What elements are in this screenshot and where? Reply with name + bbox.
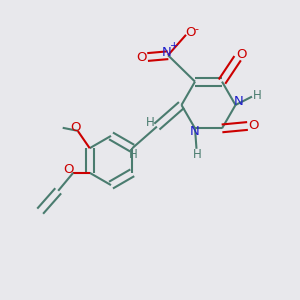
- Text: +: +: [170, 41, 179, 51]
- Text: O: O: [136, 50, 147, 64]
- Text: H: H: [252, 88, 261, 102]
- Text: N: N: [190, 125, 199, 139]
- Text: H: H: [192, 148, 201, 161]
- Text: O: O: [248, 119, 259, 132]
- Text: O: O: [63, 163, 74, 176]
- Text: H: H: [146, 116, 155, 129]
- Text: H: H: [128, 148, 137, 161]
- Text: -: -: [194, 24, 199, 34]
- Text: N: N: [234, 95, 243, 108]
- Text: N: N: [162, 46, 172, 59]
- Text: O: O: [186, 26, 196, 39]
- Text: O: O: [70, 121, 80, 134]
- Text: O: O: [236, 47, 247, 61]
